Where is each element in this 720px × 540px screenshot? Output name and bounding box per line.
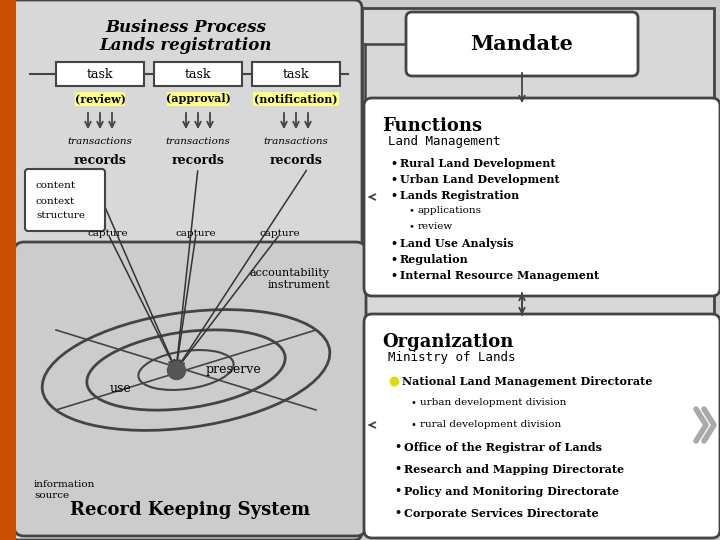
- Text: preserve: preserve: [206, 363, 262, 376]
- Text: review: review: [418, 222, 454, 231]
- Text: context: context: [36, 197, 76, 206]
- Text: Research and Mapping Directorate: Research and Mapping Directorate: [404, 464, 624, 475]
- Text: Record Keeping System: Record Keeping System: [70, 501, 310, 519]
- Text: applications: applications: [418, 206, 482, 215]
- Text: Organization: Organization: [382, 333, 513, 351]
- Text: Internal Resource Management: Internal Resource Management: [400, 270, 599, 281]
- Text: (notification): (notification): [254, 93, 338, 105]
- Text: Business Process: Business Process: [106, 19, 266, 37]
- Text: Regulation: Regulation: [400, 254, 469, 265]
- Text: •: •: [394, 442, 401, 452]
- Text: •: •: [408, 222, 414, 231]
- Text: records: records: [171, 153, 225, 166]
- Text: structure: structure: [36, 212, 85, 220]
- Text: records: records: [269, 153, 323, 166]
- Text: •: •: [410, 420, 416, 430]
- Text: capture: capture: [260, 230, 300, 239]
- Text: records: records: [73, 153, 127, 166]
- Text: task: task: [185, 68, 211, 80]
- Text: Ministry of Lands: Ministry of Lands: [388, 352, 516, 365]
- Text: •: •: [390, 158, 397, 169]
- Text: •: •: [390, 238, 397, 249]
- Text: capture: capture: [88, 230, 128, 239]
- Bar: [252, 62, 340, 86]
- Bar: [154, 62, 242, 86]
- Bar: [253, 92, 338, 106]
- FancyBboxPatch shape: [364, 98, 720, 296]
- Bar: [362, 8, 714, 532]
- Text: Land Use Analysis: Land Use Analysis: [400, 238, 513, 249]
- Text: accountability
instrument: accountability instrument: [250, 268, 330, 289]
- Text: transactions: transactions: [166, 138, 230, 146]
- Text: Corporate Services Directorate: Corporate Services Directorate: [404, 508, 598, 519]
- Text: •: •: [410, 398, 416, 408]
- Text: (approval): (approval): [166, 93, 230, 105]
- Text: transactions: transactions: [68, 138, 132, 146]
- Text: Lands registration: Lands registration: [100, 37, 272, 55]
- Text: content: content: [36, 181, 76, 191]
- FancyBboxPatch shape: [10, 0, 362, 540]
- Text: •: •: [408, 206, 414, 215]
- Text: transactions: transactions: [264, 138, 328, 146]
- Text: information
source: information source: [34, 480, 95, 500]
- Text: •: •: [394, 508, 401, 518]
- FancyBboxPatch shape: [14, 242, 366, 536]
- Text: (review): (review): [75, 93, 125, 105]
- Text: Urban Land Development: Urban Land Development: [400, 174, 559, 185]
- Text: Office of the Registrar of Lands: Office of the Registrar of Lands: [404, 442, 602, 453]
- Text: Land Management: Land Management: [388, 136, 500, 148]
- Text: Lands Registration: Lands Registration: [400, 190, 519, 201]
- Bar: [0, 0, 16, 540]
- Text: •: •: [390, 174, 397, 185]
- Text: capture: capture: [176, 230, 216, 239]
- Text: rural development division: rural development division: [420, 420, 562, 429]
- Text: Policy and Monitoring Directorate: Policy and Monitoring Directorate: [404, 486, 619, 497]
- Text: task: task: [283, 68, 310, 80]
- Bar: [75, 92, 125, 106]
- FancyBboxPatch shape: [25, 169, 105, 231]
- FancyBboxPatch shape: [364, 314, 720, 538]
- Text: Mandate: Mandate: [471, 34, 573, 54]
- Text: •: •: [390, 270, 397, 281]
- Text: •: •: [394, 486, 401, 496]
- Text: •: •: [390, 190, 397, 201]
- Text: National Land Management Directorate: National Land Management Directorate: [402, 376, 652, 387]
- Text: •: •: [390, 254, 397, 265]
- Bar: [167, 92, 229, 106]
- Bar: [56, 62, 144, 86]
- Text: Rural Land Development: Rural Land Development: [400, 158, 556, 169]
- FancyBboxPatch shape: [406, 12, 638, 76]
- Text: task: task: [86, 68, 113, 80]
- Text: •: •: [394, 464, 401, 474]
- Text: urban development division: urban development division: [420, 398, 567, 407]
- Text: Functions: Functions: [382, 117, 482, 135]
- Text: use: use: [110, 381, 132, 395]
